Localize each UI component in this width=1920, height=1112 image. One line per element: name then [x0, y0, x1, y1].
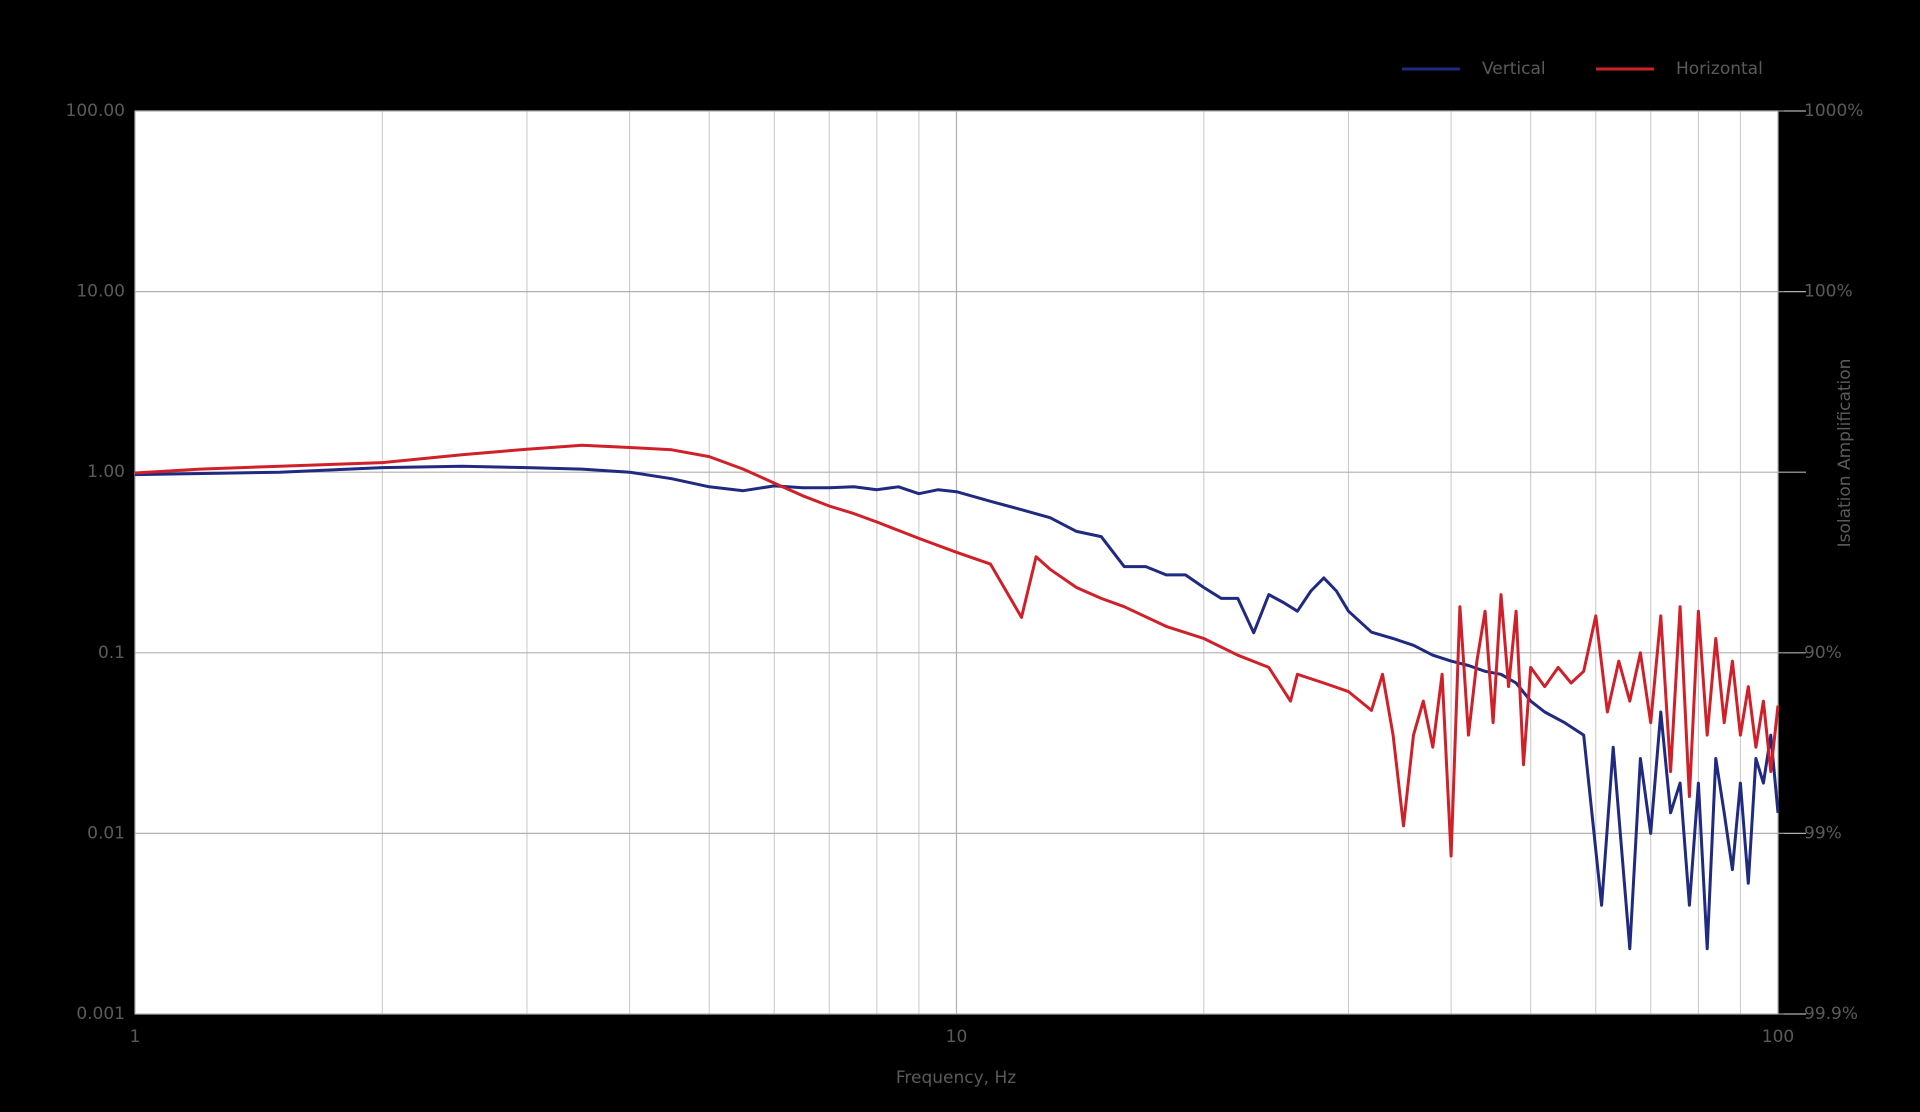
- legend-label: Horizontal: [1676, 59, 1763, 79]
- x-tick-label: 1: [130, 1027, 141, 1047]
- x-axis-label: Frequency, Hz: [896, 1068, 1016, 1088]
- y-tick-label: 10.00: [76, 282, 125, 302]
- y2-tick-label: 100%: [1804, 282, 1853, 302]
- x-tick-label: 10: [946, 1027, 968, 1047]
- series-line: [134, 464, 1780, 951]
- y-tick-label: 0.001: [76, 1004, 125, 1024]
- x-tick-label: 100: [1762, 1027, 1794, 1047]
- y-tick-label: 0.1: [98, 643, 125, 663]
- y-tick-label: 100.00: [66, 101, 125, 121]
- y2-tick-label: 1000%: [1804, 101, 1863, 121]
- legend-label: Vertical: [1482, 59, 1546, 79]
- y2-axis-label: Isolation Amplification: [1835, 359, 1855, 548]
- y-tick-label: 0.01: [87, 823, 125, 843]
- y2-tick-label: 90%: [1804, 643, 1842, 663]
- y2-tick-label: 99.9%: [1804, 1004, 1858, 1024]
- y2-tick-label: 99%: [1804, 823, 1842, 843]
- y-tick-label: 1.00: [87, 462, 125, 482]
- series-line: [134, 443, 1780, 858]
